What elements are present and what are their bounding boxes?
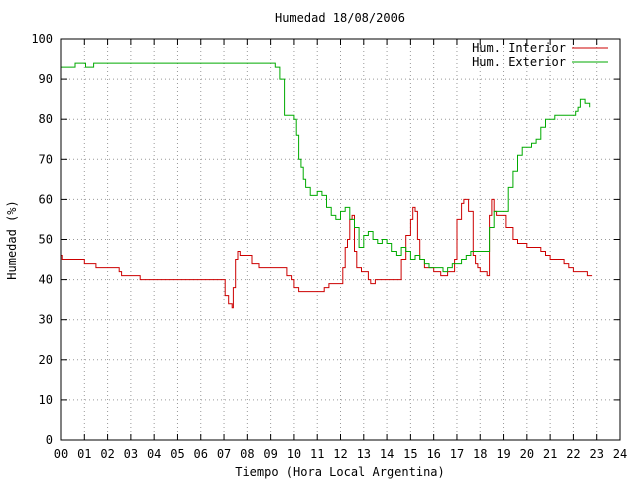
y-axis-label: Humedad (%) — [5, 200, 19, 279]
x-tick-label: 05 — [170, 447, 184, 461]
y-tick-label: 70 — [39, 152, 53, 166]
x-tick-label: 13 — [357, 447, 371, 461]
x-tick-label: 14 — [380, 447, 394, 461]
y-tick-label: 0 — [46, 433, 53, 447]
x-tick-label: 06 — [194, 447, 208, 461]
y-axis-tick-labels: 0 10 20 30 40 50 60 70 80 90 100 — [31, 32, 53, 447]
legend-label-exterior: Hum. Exterior — [472, 55, 566, 69]
y-tick-label: 30 — [39, 313, 53, 327]
x-tick-label: 22 — [566, 447, 580, 461]
x-axis-tick-labels: 00 01 02 03 04 05 06 07 08 09 10 11 12 13 14 15 16 17 18 19… — [54, 447, 627, 461]
x-tick-label: 00 — [54, 447, 68, 461]
x-tick-label: 15 — [403, 447, 417, 461]
y-tick-label: 20 — [39, 353, 53, 367]
y-tick-label: 100 — [31, 32, 53, 46]
x-tick-label: 24 — [613, 447, 627, 461]
x-tick-label: 18 — [473, 447, 487, 461]
x-tick-label: 19 — [496, 447, 510, 461]
y-tick-label: 10 — [39, 393, 53, 407]
legend: Hum. Interior Hum. Exterior — [472, 41, 608, 69]
x-tick-label: 20 — [520, 447, 534, 461]
y-tick-label: 60 — [39, 192, 53, 206]
x-tick-label: 12 — [333, 447, 347, 461]
x-tick-label: 03 — [124, 447, 138, 461]
x-tick-label: 07 — [217, 447, 231, 461]
y-tick-label: 90 — [39, 72, 53, 86]
x-axis-label: Tiempo (Hora Local Argentina) — [235, 465, 445, 479]
x-tick-label: 16 — [426, 447, 440, 461]
x-tick-label: 08 — [240, 447, 254, 461]
y-tick-label: 40 — [39, 273, 53, 287]
x-tick-label: 23 — [589, 447, 603, 461]
x-tick-label: 02 — [100, 447, 114, 461]
y-tick-label: 80 — [39, 112, 53, 126]
y-tick-label: 50 — [39, 233, 53, 247]
series-layer — [61, 62, 593, 309]
x-tick-label: 10 — [287, 447, 301, 461]
x-tick-label: 04 — [147, 447, 161, 461]
x-tick-label: 17 — [450, 447, 464, 461]
series-line-exterior — [61, 62, 591, 273]
x-tick-label: 11 — [310, 447, 324, 461]
legend-label-interior: Hum. Interior — [472, 41, 566, 55]
x-tick-label: 21 — [543, 447, 557, 461]
axis-ticks — [60, 38, 621, 441]
chart-title: Humedad 18/08/2006 — [275, 11, 405, 25]
x-tick-label: 01 — [77, 447, 91, 461]
x-tick-label: 09 — [263, 447, 277, 461]
